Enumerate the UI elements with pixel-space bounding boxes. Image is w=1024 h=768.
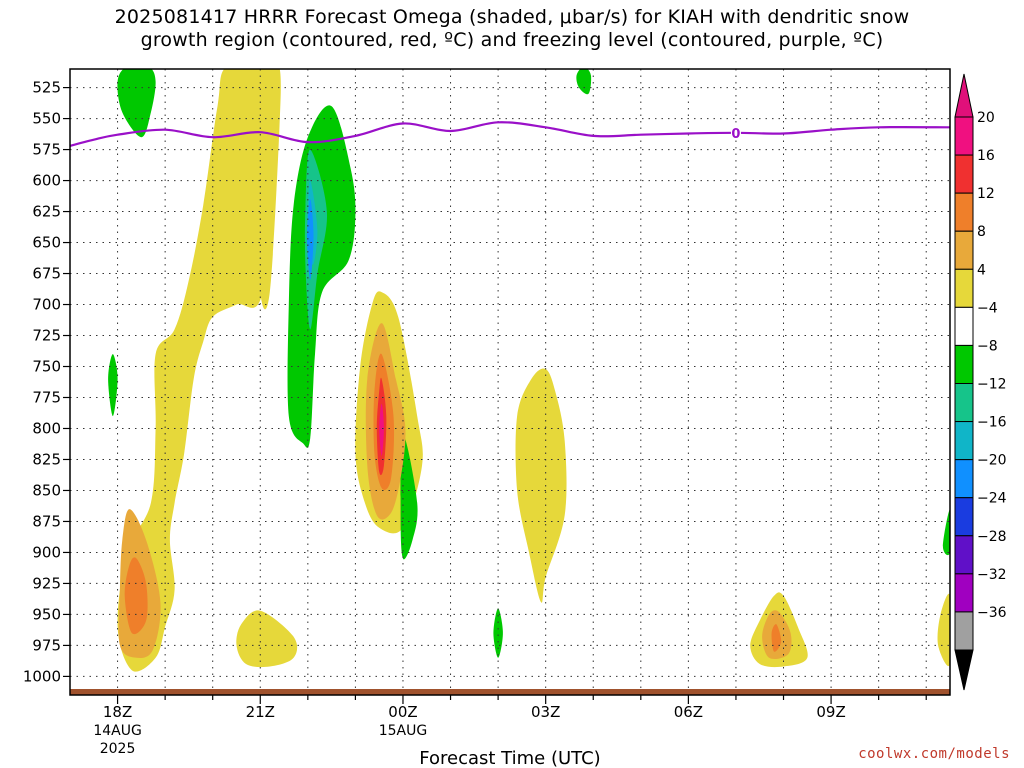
colorbar-label: −32 (977, 567, 1007, 583)
y-tick-label: 900 (32, 543, 61, 561)
colorbar-swatch (954, 154, 974, 194)
omega-region (108, 354, 118, 417)
y-tick-label: 975 (32, 636, 61, 654)
colorbar-label: −24 (977, 491, 1007, 507)
chart-title-line-1: 2025081417 HRRR Forecast Omega (shaded, … (114, 6, 910, 28)
colorbar-label: −36 (977, 605, 1007, 621)
colorbar-label: −16 (977, 415, 1007, 431)
y-tick-label: 600 (32, 172, 61, 190)
surface-ground (70, 689, 950, 695)
omega-region (117, 69, 156, 138)
colorbar-label: 4 (977, 262, 986, 278)
omega-region (124, 557, 148, 635)
colorbar-swatch (954, 192, 974, 232)
colorbar-swatch (954, 306, 974, 346)
colorbar-swatch (954, 573, 974, 613)
omega-region (306, 199, 314, 280)
y-tick-label: 925 (32, 574, 61, 592)
colorbar-swatch (954, 344, 974, 384)
colorbar-min-arrow (954, 649, 974, 691)
y-tick-label: 750 (32, 358, 61, 376)
colorbar-swatch (954, 383, 974, 423)
y-tick-label: 950 (32, 605, 61, 623)
omega-region (942, 509, 950, 556)
x-axis-label: Forecast Time (UTC) (419, 748, 600, 768)
y-tick-label: 850 (32, 481, 61, 499)
colorbar-swatch (954, 268, 974, 308)
colorbar-label: −28 (977, 529, 1007, 545)
omega-region (937, 593, 950, 666)
x-axis: 18Z 14AUG 2025 21Z 00Z 15AUG 03Z 06Z 09Z (93, 695, 927, 757)
colorbar-swatch (954, 116, 974, 156)
chart-title: 2025081417 HRRR Forecast Omega (shaded, … (0, 6, 1024, 52)
colorbar-swatch (954, 611, 974, 651)
y-tick-label: 800 (32, 419, 61, 437)
y-tick-label: 875 (32, 512, 61, 530)
y-tick-label: 825 (32, 450, 61, 468)
y-tick-label: 775 (32, 388, 61, 406)
x-tick-label: 21Z (246, 703, 275, 721)
omega-shading (108, 69, 950, 672)
colorbar-label: −8 (977, 338, 998, 354)
omega-region (576, 69, 592, 95)
credit-text: coolwx.com/models (858, 746, 1010, 762)
freezing-label-bg (730, 124, 741, 140)
y-axis: 525 550 575 600 625 650 675 700 725 750 775 800 825 8… (23, 79, 70, 685)
colorbar-swatch (954, 421, 974, 461)
y-tick-label: 725 (32, 327, 61, 345)
colorbar-swatch (954, 535, 974, 575)
colorbar-swatch (954, 497, 974, 537)
x-tick-label: 06Z (674, 703, 703, 721)
chart-title-line-2: growth region (contoured, red, ºC) and f… (140, 29, 884, 51)
colorbar-label: 8 (977, 224, 986, 240)
colorbar-label: 20 (977, 110, 995, 126)
y-tick-label: 700 (32, 296, 61, 314)
omega-region (379, 403, 384, 456)
omega-region (515, 368, 567, 603)
freezing-level-line (70, 121, 950, 147)
y-tick-label: 575 (32, 141, 61, 159)
y-tick-label: 550 (32, 110, 61, 128)
y-tick-label: 1000 (23, 667, 61, 685)
omega-region (400, 434, 418, 560)
colorbar-label: −4 (977, 300, 998, 316)
colorbar-label: −20 (977, 453, 1007, 469)
y-tick-label: 625 (32, 203, 61, 221)
x-tick-label: 09Z (816, 703, 845, 721)
x-tick-label: 03Z (531, 703, 560, 721)
omega-region (493, 608, 503, 658)
freezing-level-label: 0 (731, 127, 740, 142)
freezing-level-contour: 0 (70, 121, 950, 147)
y-tick-label: 525 (32, 79, 61, 97)
omega-region (117, 69, 277, 672)
x-tick-date: 14AUG (93, 723, 142, 739)
omega-region (771, 624, 782, 652)
omega-region (236, 610, 298, 668)
colorbar-swatch (954, 459, 974, 499)
colorbar-label: 12 (977, 186, 995, 202)
colorbar-max-arrow (954, 73, 974, 118)
omega-region (287, 105, 356, 448)
colorbar: 20 16 12 8 4 −4 −8 −12 −16 −20 −24 −28 −32 −36 (954, 73, 1007, 691)
y-tick-label: 675 (32, 265, 61, 283)
plot-frame (69, 68, 951, 696)
surface-strip (70, 689, 950, 695)
x-tick-label: 00Z (388, 703, 417, 721)
omega-region (257, 69, 281, 310)
x-tick-year: 2025 (100, 741, 136, 757)
x-tick-label: 18Z (103, 703, 132, 721)
colorbar-label: −12 (977, 377, 1007, 393)
y-tick-label: 650 (32, 234, 61, 252)
gridlines (70, 69, 950, 695)
colorbar-swatch (954, 230, 974, 270)
x-tick-date: 15AUG (379, 723, 428, 739)
colorbar-label: 16 (977, 148, 995, 164)
